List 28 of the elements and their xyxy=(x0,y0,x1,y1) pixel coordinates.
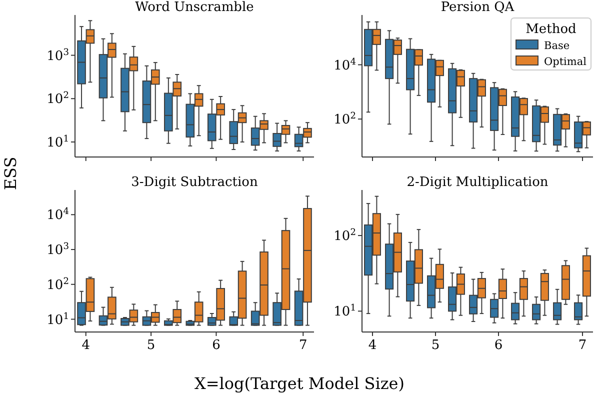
x-tick-label: 4 xyxy=(82,338,90,353)
y-tick-label: 10$^{4}$ xyxy=(46,207,70,224)
x-tick-label: 5 xyxy=(146,338,156,353)
legend-label: Base xyxy=(544,40,570,52)
x-tick-label: 5 xyxy=(431,338,440,353)
y-tick-label: 10$^{4}$ xyxy=(334,57,356,74)
chart-title: Word Unscramble xyxy=(135,0,254,15)
y-tick-label: 10$^{3}$ xyxy=(46,242,70,258)
y-tick-label: 10$^{1}$ xyxy=(46,312,69,328)
y-tick-label: 10$^{2}$ xyxy=(334,228,356,244)
legend-title: Method xyxy=(526,22,576,37)
y-tick-label: 10$^{1}$ xyxy=(334,304,356,320)
y-axis-title: ESS xyxy=(1,156,20,190)
y-tick-label: 10$^{1}$ xyxy=(46,134,69,151)
y-tick-label: 10$^{2}$ xyxy=(334,112,356,128)
chart-title: Persion QA xyxy=(440,0,515,15)
x-axis-title: X=log(Target Model Size) xyxy=(194,374,405,393)
y-tick-label: 10$^{2}$ xyxy=(46,91,69,108)
x-tick-label: 4 xyxy=(368,338,377,353)
y-tick-label: 10$^{2}$ xyxy=(46,276,69,293)
x-tick-label: 7 xyxy=(578,338,587,353)
legend-label: Optimal xyxy=(544,56,588,68)
x-tick-label: 6 xyxy=(494,338,503,353)
x-tick-label: 6 xyxy=(212,338,220,353)
x-tick-label: 7 xyxy=(298,338,308,353)
chart-title: 2-Digit Multiplication xyxy=(406,175,549,190)
y-tick-label: 10$^{3}$ xyxy=(46,48,70,64)
chart-title: 3-Digit Subtraction xyxy=(131,175,258,190)
